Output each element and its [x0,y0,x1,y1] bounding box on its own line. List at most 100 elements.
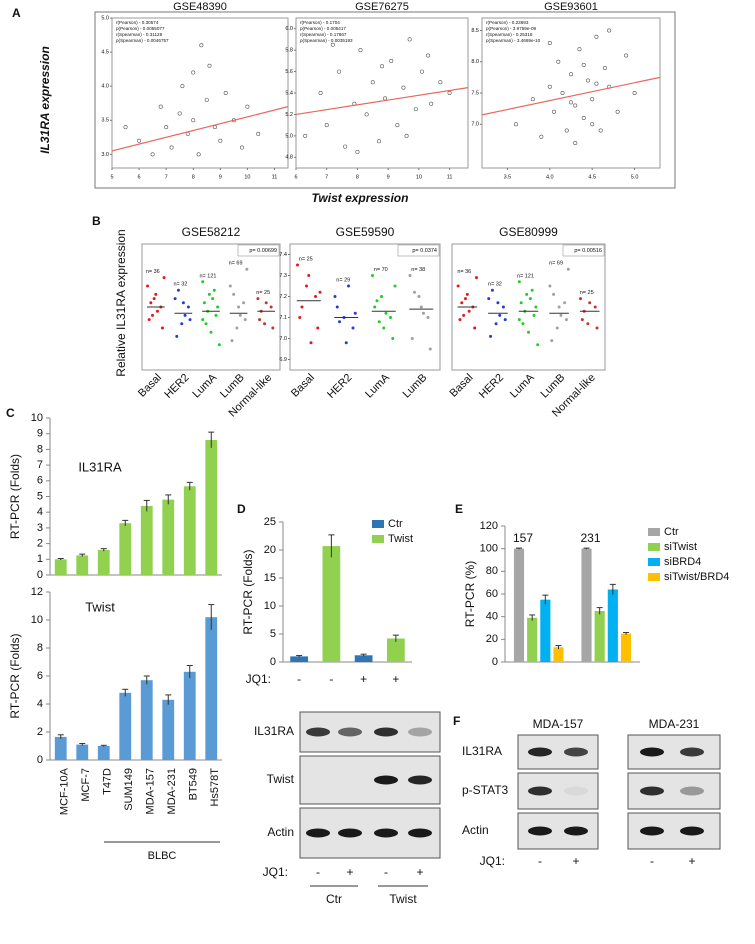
point [547,84,552,89]
point [258,318,262,322]
point [245,104,250,109]
point [333,295,337,298]
stat-annotation: r(Spearman) - 0.17867 [300,32,347,37]
point [371,274,374,277]
bar [76,555,89,575]
point [383,96,388,101]
blot-band [564,786,588,796]
point [594,81,599,86]
x-tick-label: LumA [508,371,537,400]
y-tick-label: 3 [37,522,43,534]
point [536,343,540,347]
blot-band [640,747,664,757]
blot-row-label: p-STAT3 [462,783,509,797]
y-tick-label: 60 [486,588,498,600]
legend-label: siTwist [664,541,697,553]
y-tick-label: 7.0 [279,336,287,342]
point [228,284,232,288]
point [336,69,341,74]
x-tick-label: 4.5 [588,174,596,180]
point [428,347,432,351]
x-tick-label: MCF-7 [80,768,92,802]
point [196,152,201,157]
n-label: n= 121 [200,273,217,279]
point [307,274,311,277]
point [573,103,578,108]
lane-label: - [316,865,320,879]
point [269,305,273,309]
point [579,297,583,301]
blot-band [408,775,432,785]
stat-annotation: r(Pearson) - 0.1704 [300,20,340,25]
bar [620,633,632,662]
point [303,133,308,138]
point [519,301,523,305]
point [202,301,206,305]
point [245,267,249,271]
y-tick-label: 2 [37,726,43,738]
point [150,152,155,157]
point [180,322,184,326]
x-tick-label: 11 [272,174,278,180]
point [355,149,360,154]
y-axis-label: IL31RA expression [38,46,52,154]
n-label: n= 38 [411,267,425,273]
point [296,263,299,267]
blot-header: MDA-157 [533,717,584,731]
point [577,47,582,52]
blot-band [528,826,552,836]
y-tick-label: 7.1 [279,315,287,321]
stat-annotation: p(Spearman) - 3.4669e-10 [486,38,541,43]
point [150,313,154,317]
x-axis-label: Twist expression [312,191,409,205]
point [123,125,128,130]
point [573,141,578,146]
point [521,322,525,326]
point [395,123,400,128]
stat-annotation: r(Pearson) - 0.23693 [486,20,529,25]
point [243,318,247,322]
point [404,133,409,138]
chart-title: GSE76275 [355,1,409,13]
point [146,284,150,288]
lane-label: - [650,854,654,868]
point [408,274,412,277]
point [456,284,460,288]
lane-title: JQ1: [480,854,505,868]
chart-title: GSE93601 [544,1,598,13]
n-label: n= 36 [457,269,471,275]
y-tick-label: 80 [486,565,498,577]
point [242,301,246,305]
point [235,326,239,330]
group-label: 231 [580,531,600,545]
point [494,322,498,326]
legend-label: Ctr [388,518,403,530]
point [503,318,507,322]
point [426,53,431,58]
lane-label: + [416,865,423,879]
point [517,318,521,322]
point [207,292,211,296]
point [473,326,477,330]
y-tick-label: 4.0 [101,84,109,90]
y-tick-label: 8.0 [471,59,479,65]
point [550,339,554,343]
chart-title: Twist [85,599,115,614]
y-tick-label: 5.6 [285,69,293,75]
y-tick-label: 10 [264,600,276,612]
trend-line [481,76,661,116]
x-tick-label: 8 [192,174,195,180]
blot-row-label: IL31RA [462,744,502,758]
y-tick-label: 25 [264,516,276,528]
blot-row-label: Actin [462,823,489,837]
n-label: n= 70 [374,267,388,273]
y-tick-label: 7 [37,459,43,471]
n-label: n= 32 [488,282,502,288]
panel-letter: B [92,214,101,228]
y-tick-label: 15 [264,572,276,584]
chart-title: GSE80999 [499,225,558,239]
point [376,139,381,144]
legend-label: Ctr [664,526,679,538]
point [380,295,383,298]
point [180,84,185,89]
